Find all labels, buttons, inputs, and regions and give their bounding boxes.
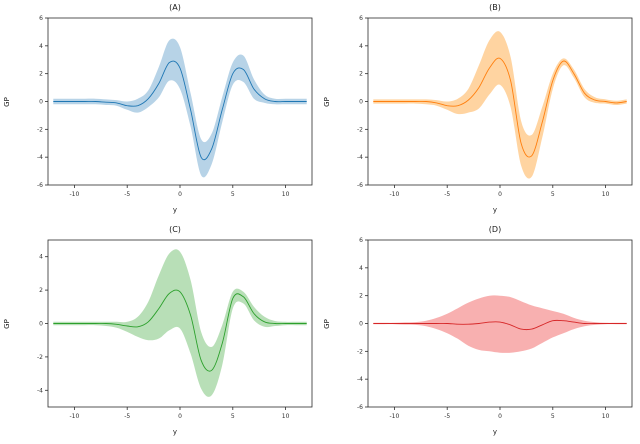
subplot-a-canvas: -10 -5 0 5 10 -6 -4 -2 0 2 4 6 [37, 15, 313, 198]
subplot-a-title: (A) [169, 3, 181, 12]
subplot-b-title: (B) [489, 3, 501, 12]
svg-text:2: 2 [39, 287, 43, 294]
svg-text:-5: -5 [124, 191, 130, 198]
svg-text:-10: -10 [69, 191, 79, 198]
svg-text:4: 4 [359, 265, 363, 272]
subplot-c: (C) GP -10 -5 0 5 10 -4 -2 0 2 4 y [0, 222, 320, 444]
svg-text:5: 5 [231, 191, 235, 198]
svg-text:5: 5 [551, 413, 555, 420]
svg-text:0: 0 [178, 413, 182, 420]
svg-text:-5: -5 [444, 191, 450, 198]
svg-text:0: 0 [359, 321, 363, 328]
subplot-c-ylabel: GP [2, 319, 11, 329]
svg-text:-2: -2 [37, 354, 43, 361]
svg-text:10: 10 [602, 413, 610, 420]
svg-text:-4: -4 [37, 387, 43, 394]
subplot-c-xlabel: y [172, 428, 178, 436]
subplot-a: (A) GP -10 -5 0 5 10 -6 -4 -2 0 2 4 6 y [0, 0, 320, 222]
svg-text:5: 5 [231, 413, 235, 420]
svg-text:-4: -4 [37, 154, 43, 161]
svg-text:-6: -6 [357, 182, 363, 189]
svg-text:5: 5 [551, 191, 555, 198]
svg-text:4: 4 [39, 43, 43, 50]
svg-text:-6: -6 [357, 404, 363, 411]
svg-text:-2: -2 [37, 126, 43, 133]
svg-text:-10: -10 [69, 413, 79, 420]
subplot-d-ylabel: GP [322, 319, 331, 329]
svg-text:-5: -5 [444, 413, 450, 420]
svg-text:4: 4 [39, 254, 43, 261]
svg-text:-2: -2 [357, 348, 363, 355]
svg-text:10: 10 [282, 413, 290, 420]
subplot-b: (B) GP -10 -5 0 5 10 -6 -4 -2 0 2 4 6 y [320, 0, 640, 222]
subplot-a-ylabel: GP [2, 97, 11, 107]
svg-text:-5: -5 [124, 413, 130, 420]
svg-text:-4: -4 [357, 154, 363, 161]
subplot-b-ylabel: GP [322, 97, 331, 107]
svg-text:6: 6 [359, 15, 363, 22]
svg-text:0: 0 [359, 99, 363, 106]
svg-text:0: 0 [498, 413, 502, 420]
subplot-b-xlabel: y [492, 206, 498, 214]
svg-text:4: 4 [359, 43, 363, 50]
subplot-d: (D) GP -10 -5 0 5 10 -6 -4 -2 0 2 4 6 y [320, 222, 640, 444]
svg-text:0: 0 [178, 191, 182, 198]
svg-text:6: 6 [359, 237, 363, 244]
svg-text:2: 2 [39, 71, 43, 78]
svg-text:10: 10 [282, 191, 290, 198]
subplot-d-canvas: -10 -5 0 5 10 -6 -4 -2 0 2 4 6 [357, 237, 633, 420]
svg-text:6: 6 [39, 15, 43, 22]
subplot-a-xlabel: y [172, 206, 178, 214]
svg-text:0: 0 [498, 191, 502, 198]
svg-text:0: 0 [39, 99, 43, 106]
subplot-c-title: (C) [169, 225, 181, 234]
svg-text:2: 2 [359, 71, 363, 78]
svg-text:-10: -10 [389, 413, 399, 420]
svg-text:2: 2 [359, 293, 363, 300]
subplot-c-canvas: -10 -5 0 5 10 -4 -2 0 2 4 [37, 239, 313, 420]
subplot-d-xlabel: y [492, 428, 498, 436]
svg-text:-10: -10 [389, 191, 399, 198]
svg-text:0: 0 [39, 321, 43, 328]
svg-text:-6: -6 [37, 182, 43, 189]
svg-text:-4: -4 [357, 376, 363, 383]
subplot-b-canvas: -10 -5 0 5 10 -6 -4 -2 0 2 4 6 [357, 15, 633, 198]
subplot-d-title: (D) [488, 225, 502, 234]
svg-text:10: 10 [602, 191, 610, 198]
svg-text:-2: -2 [357, 126, 363, 133]
